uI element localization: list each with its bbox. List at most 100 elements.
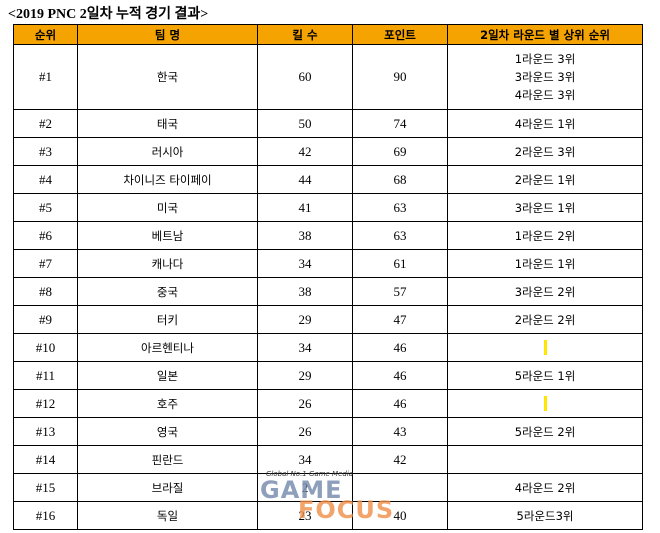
round-rank-note: 3라운드 3위 (514, 70, 576, 84)
points-cell: 63 (352, 193, 448, 222)
header-team: 팀 명 (77, 24, 258, 45)
round-ranks-cell (447, 389, 643, 418)
rank-cell: #6 (13, 221, 78, 250)
round-ranks-cell (447, 333, 643, 362)
rank-cell: #2 (13, 109, 78, 138)
round-rank-note: 4라운드 2위 (514, 480, 576, 495)
header-points: 포인트 (352, 24, 448, 45)
points-cell: 46 (352, 333, 448, 362)
round-ranks-cell: 1라운드 3위 3라운드 3위 4라운드 3위 (447, 44, 643, 110)
points-cell: 68 (352, 165, 448, 194)
round-rank-note: 5라운드 1위 (514, 368, 576, 383)
table-title: <2019 PNC 2일차 누적 경기 결과> (8, 7, 209, 22)
rank-cell: #14 (13, 445, 78, 474)
table-row: #4 차이니즈 타이페이 44 68 2라운드 1위 (13, 165, 643, 194)
rank-cell: #1 (13, 44, 78, 110)
team-cell: 핀란드 (77, 445, 258, 474)
points-cell: 43 (352, 417, 448, 446)
round-rank-note: 2라운드 2위 (514, 312, 576, 327)
rank-cell: #11 (13, 361, 78, 390)
kills-cell: 34 (257, 333, 353, 362)
kills-cell: 26 (257, 417, 353, 446)
team-cell: 호주 (77, 389, 258, 418)
table-row: #5 미국 41 63 3라운드 1위 (13, 193, 643, 222)
round-rank-note: 2라운드 1위 (514, 172, 576, 187)
kills-cell: 42 (257, 137, 353, 166)
results-table: 순위 팀 명 킬 수 포인트 2일차 라운드 별 상위 순위 #1 한국 60 90 1… (13, 24, 643, 530)
rank-cell: #16 (13, 501, 78, 530)
rank-cell: #13 (13, 417, 78, 446)
team-cell: 태국 (77, 109, 258, 138)
kills-cell: 60 (257, 44, 353, 110)
rank-cell: #7 (13, 249, 78, 278)
kills-cell: 34 (257, 249, 353, 278)
points-cell: 61 (352, 249, 448, 278)
table-row: #3 러시아 42 69 2라운드 3위 (13, 137, 643, 166)
points-cell (352, 473, 448, 502)
table-row: #10 아르헨티나 34 46 (13, 333, 643, 362)
round-rank-note: 1라운드 2위 (514, 228, 576, 243)
rank-cell: #9 (13, 305, 78, 334)
round-ranks-cell: 1라운드 2위 (447, 221, 643, 250)
round-ranks-cell: 1라운드 1위 (447, 249, 643, 278)
round-ranks-cell: 2라운드 2위 (447, 305, 643, 334)
rank-cell: #5 (13, 193, 78, 222)
kills-cell: 34 (257, 445, 353, 474)
table-row: #8 중국 38 57 3라운드 2위 (13, 277, 643, 306)
kills-cell: 50 (257, 109, 353, 138)
team-cell: 독일 (77, 501, 258, 530)
table-row: #11 일본 29 46 5라운드 1위 (13, 361, 643, 390)
rank-cell: #12 (13, 389, 78, 418)
table-row: #14 핀란드 34 42 (13, 445, 643, 474)
points-cell: 46 (352, 389, 448, 418)
table-row: #7 캐나다 34 61 1라운드 1위 (13, 249, 643, 278)
team-cell: 브라질 (77, 473, 258, 502)
round-rank-note: 3라운드 2위 (514, 284, 576, 299)
round-ranks-cell: 2라운드 1위 (447, 165, 643, 194)
highlight-marker (543, 340, 547, 355)
round-ranks-cell: 4라운드 1위 (447, 109, 643, 138)
round-ranks-cell: 2라운드 3위 (447, 137, 643, 166)
team-cell: 미국 (77, 193, 258, 222)
team-cell: 러시아 (77, 137, 258, 166)
table-row: #9 터키 29 47 2라운드 2위 (13, 305, 643, 334)
rank-cell: #4 (13, 165, 78, 194)
table-row: #15 브라질 2 4라운드 2위 (13, 473, 643, 502)
round-rank-note: 1라운드 3위 (514, 52, 576, 66)
round-ranks-cell: 5라운드 2위 (447, 417, 643, 446)
table-row: #16 독일 23 40 5라운드3위 (13, 501, 643, 530)
team-cell: 중국 (77, 277, 258, 306)
round-ranks-cell: 3라운드 2위 (447, 277, 643, 306)
highlight-marker (543, 396, 547, 411)
header-row: 순위 팀 명 킬 수 포인트 2일차 라운드 별 상위 순위 (13, 24, 643, 45)
round-ranks-cell: 4라운드 2위 (447, 473, 643, 502)
team-cell: 아르헨티나 (77, 333, 258, 362)
rank-cell: #10 (13, 333, 78, 362)
team-cell: 캐나다 (77, 249, 258, 278)
team-cell: 일본 (77, 361, 258, 390)
kills-cell: 38 (257, 277, 353, 306)
header-rank: 순위 (13, 24, 78, 45)
table-row: #1 한국 60 90 1라운드 3위 3라운드 3위 4라운드 3위 (13, 44, 643, 110)
table-row: #13 영국 26 43 5라운드 2위 (13, 417, 643, 446)
round-rank-note: 1라운드 1위 (514, 256, 576, 271)
team-cell: 베트남 (77, 221, 258, 250)
round-rank-note: 2라운드 3위 (514, 144, 576, 159)
kills-cell: 44 (257, 165, 353, 194)
table-body: #1 한국 60 90 1라운드 3위 3라운드 3위 4라운드 3위 #2 태국 50 74 4라운… (13, 44, 643, 530)
kills-cell: 26 (257, 389, 353, 418)
rank-cell: #3 (13, 137, 78, 166)
kills-cell: 41 (257, 193, 353, 222)
kills-cell: 2 (257, 473, 353, 502)
rank-cell: #15 (13, 473, 78, 502)
header-round-ranks: 2일차 라운드 별 상위 순위 (447, 24, 643, 45)
round-ranks-cell: 5라운드3위 (447, 501, 643, 530)
round-rank-note: 4라운드 1위 (514, 116, 576, 131)
points-cell: 46 (352, 361, 448, 390)
table-row: #2 태국 50 74 4라운드 1위 (13, 109, 643, 138)
kills-cell: 29 (257, 305, 353, 334)
round-ranks-cell (447, 445, 643, 474)
round-rank-note: 5라운드 2위 (514, 424, 576, 439)
points-cell: 63 (352, 221, 448, 250)
round-rank-note: 5라운드3위 (516, 508, 574, 523)
